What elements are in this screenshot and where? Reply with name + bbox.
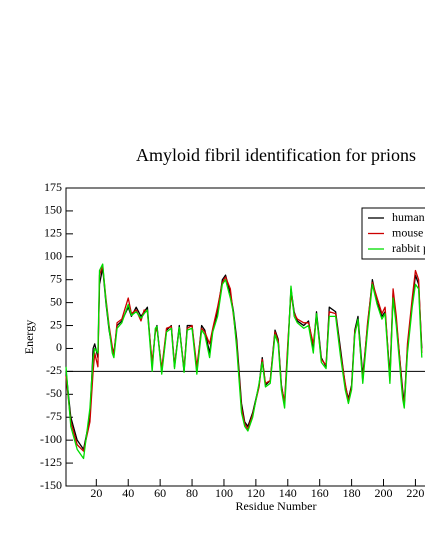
x-tick-label: 100 xyxy=(215,486,233,500)
y-tick-label: -100 xyxy=(40,432,62,446)
y-tick-label: -50 xyxy=(46,386,62,400)
series-line xyxy=(65,263,423,460)
x-axis-label: Residue Number xyxy=(236,499,317,513)
y-tick-label: 150 xyxy=(44,203,62,217)
x-tick-label: 120 xyxy=(247,486,265,500)
x-tick-label: 200 xyxy=(375,486,393,500)
y-tick-label: 75 xyxy=(50,271,62,285)
y-tick-label: -125 xyxy=(40,455,62,469)
x-tick-label: 220 xyxy=(406,486,424,500)
y-tick-label: -25 xyxy=(46,363,62,377)
x-tick-label: 80 xyxy=(186,486,198,500)
y-tick-label: 175 xyxy=(44,180,62,194)
y-tick-label: 50 xyxy=(50,294,62,308)
y-axis-label: Energy xyxy=(22,320,36,354)
y-tick-label: 25 xyxy=(50,317,62,331)
x-tick-label: 40 xyxy=(122,486,134,500)
y-tick-label: 125 xyxy=(44,226,62,240)
y-tick-label: 100 xyxy=(44,249,62,263)
legend-label: rabbit p xyxy=(392,241,425,255)
plot-frame xyxy=(65,187,425,487)
x-tick-label: 140 xyxy=(279,486,297,500)
chart-title: Amyloid fibril identification for prions xyxy=(136,145,416,165)
legend-label: human xyxy=(392,210,425,224)
x-tick-label: 160 xyxy=(311,486,329,500)
legend-label: mouse xyxy=(392,225,423,239)
x-tick-label: 60 xyxy=(154,486,166,500)
y-tick-label: -150 xyxy=(40,478,62,492)
y-tick-label: -75 xyxy=(46,409,62,423)
x-tick-label: 180 xyxy=(343,486,361,500)
x-tick-label: 20 xyxy=(90,486,102,500)
y-tick-label: 0 xyxy=(56,340,62,354)
